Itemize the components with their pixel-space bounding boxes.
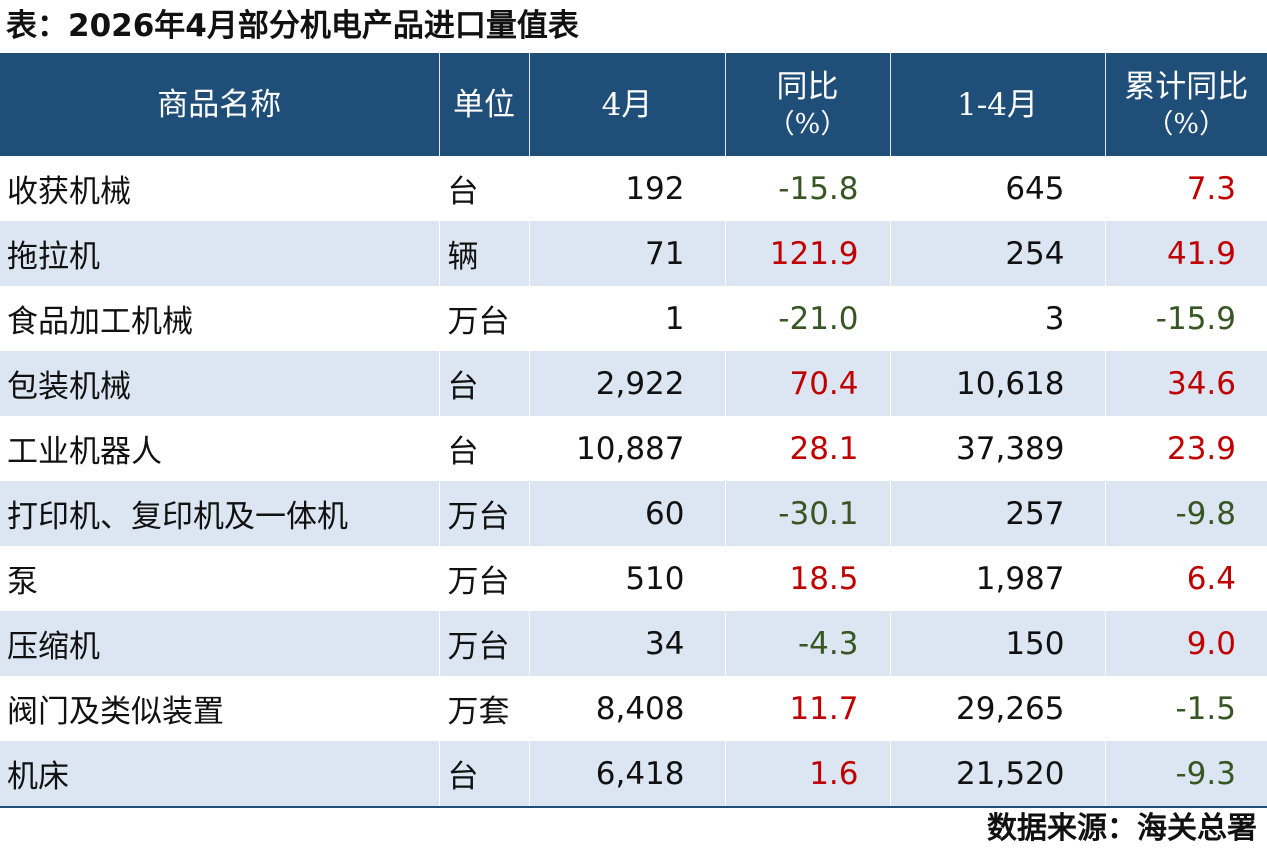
- header-yoy-unit: （%）: [767, 108, 848, 140]
- import-data-table: 商品名称 单位 4月 同比 （%） 1-4月 累计同比 （%） 收获机械台 192…: [0, 53, 1267, 808]
- cell-product-name: 机床: [0, 741, 439, 808]
- cell-product-name: 泵: [0, 546, 439, 611]
- cell-product-name: 阀门及类似装置: [0, 676, 439, 741]
- cell-cum-yoy: 7.3: [1104, 156, 1267, 221]
- cell-cum-yoy: -9.8: [1104, 481, 1267, 546]
- cell-jan-apr: 150: [889, 611, 1105, 676]
- cell-cum-yoy: 34.6: [1104, 351, 1267, 416]
- cell-jan-apr: 10,618: [889, 351, 1105, 416]
- header-product-name: 商品名称: [0, 53, 439, 156]
- cell-cum-yoy: -1.5: [1104, 676, 1267, 741]
- cell-product-name: 拖拉机: [0, 221, 439, 286]
- cell-jan-apr: 257: [889, 481, 1105, 546]
- table-row: 拖拉机辆 71 121.9 254 41.9: [0, 221, 1267, 286]
- cell-product-name: 压缩机: [0, 611, 439, 676]
- table-row: 阀门及类似装置 万套 8,408 11.7 29,265 -1.5: [0, 676, 1267, 741]
- table-row: 泵万台 510 18.5 1,987 6.4: [0, 546, 1267, 611]
- cell-jan-apr: 1,987: [889, 546, 1105, 611]
- cell-april: 6,418: [528, 741, 725, 808]
- header-unit: 单位: [438, 53, 529, 156]
- table-header: 商品名称 单位 4月 同比 （%） 1-4月 累计同比 （%）: [0, 53, 1267, 156]
- cell-jan-apr: 21,520: [889, 741, 1105, 808]
- cell-product-name: 食品加工机械: [0, 286, 439, 351]
- cell-jan-apr: 254: [889, 221, 1105, 286]
- cell-yoy: 121.9: [724, 221, 890, 286]
- cell-cum-yoy: 9.0: [1104, 611, 1267, 676]
- table-title: 表：2026年4月部分机电产品进口量值表: [6, 8, 579, 44]
- cell-unit: 台: [438, 741, 529, 808]
- cell-unit: 万台: [438, 546, 529, 611]
- cell-april: 1: [528, 286, 725, 351]
- cell-yoy: -30.1: [724, 481, 890, 546]
- cell-unit: 台: [438, 351, 529, 416]
- cell-jan-apr: 645: [889, 156, 1105, 221]
- cell-product-name: 包装机械: [0, 351, 439, 416]
- cell-unit: 万套: [438, 676, 529, 741]
- cell-jan-apr: 3: [889, 286, 1105, 351]
- cell-yoy: 28.1: [724, 416, 890, 481]
- cell-cum-yoy: 6.4: [1104, 546, 1267, 611]
- cell-cum-yoy: 41.9: [1104, 221, 1267, 286]
- cell-jan-apr: 37,389: [889, 416, 1105, 481]
- header-jan-apr: 1-4月: [889, 53, 1105, 156]
- cell-april: 10,887: [528, 416, 725, 481]
- cell-yoy: -4.3: [724, 611, 890, 676]
- cell-april: 510: [528, 546, 725, 611]
- table-row: 食品加工机械 万台 1 -21.0 3 -15.9: [0, 286, 1267, 351]
- table-body: 收获机械台 192 -15.8 645 7.3 拖拉机辆 71 121.9 254 41.9 食品加…: [0, 156, 1267, 808]
- cell-yoy: 1.6: [724, 741, 890, 808]
- cell-cum-yoy: -15.9: [1104, 286, 1267, 351]
- table-row: 打印机、复印机及一体机 万台 60 -30.1 257 -9.8: [0, 481, 1267, 546]
- cell-yoy: -15.8: [724, 156, 890, 221]
- table-row: 压缩机 万台 34 -4.3 150 9.0: [0, 611, 1267, 676]
- cell-april: 34: [528, 611, 725, 676]
- cell-product-name: 收获机械: [0, 156, 439, 221]
- table-row: 收获机械台 192 -15.8 645 7.3: [0, 156, 1267, 221]
- cell-unit: 台: [438, 416, 529, 481]
- cell-unit: 辆: [438, 221, 529, 286]
- cell-cum-yoy: -9.3: [1104, 741, 1267, 808]
- header-cum-yoy-unit: （%）: [1146, 108, 1227, 140]
- cell-yoy: 70.4: [724, 351, 890, 416]
- table-row: 工业机器人台 10,887 28.1 37,389 23.9: [0, 416, 1267, 481]
- cell-product-name: 打印机、复印机及一体机: [0, 481, 439, 546]
- header-april: 4月: [528, 53, 725, 156]
- table-row: 机床台 6,418 1.6 21,520 -9.3: [0, 741, 1267, 808]
- header-cum-yoy: 累计同比 （%）: [1104, 53, 1267, 156]
- cell-april: 2,922: [528, 351, 725, 416]
- header-row: 商品名称 单位 4月 同比 （%） 1-4月 累计同比 （%）: [0, 53, 1267, 156]
- data-source-note: 数据来源：海关总署: [987, 811, 1257, 846]
- table-row: 包装机械台 2,922 70.4 10,618 34.6: [0, 351, 1267, 416]
- header-yoy: 同比 （%）: [724, 53, 890, 156]
- cell-cum-yoy: 23.9: [1104, 416, 1267, 481]
- cell-yoy: 18.5: [724, 546, 890, 611]
- cell-unit: 万台: [438, 286, 529, 351]
- cell-unit: 台: [438, 156, 529, 221]
- cell-april: 60: [528, 481, 725, 546]
- cell-jan-apr: 29,265: [889, 676, 1105, 741]
- cell-april: 8,408: [528, 676, 725, 741]
- cell-yoy: -21.0: [724, 286, 890, 351]
- cell-unit: 万台: [438, 611, 529, 676]
- cell-unit: 万台: [438, 481, 529, 546]
- cell-yoy: 11.7: [724, 676, 890, 741]
- cell-april: 192: [528, 156, 725, 221]
- cell-april: 71: [528, 221, 725, 286]
- cell-product-name: 工业机器人: [0, 416, 439, 481]
